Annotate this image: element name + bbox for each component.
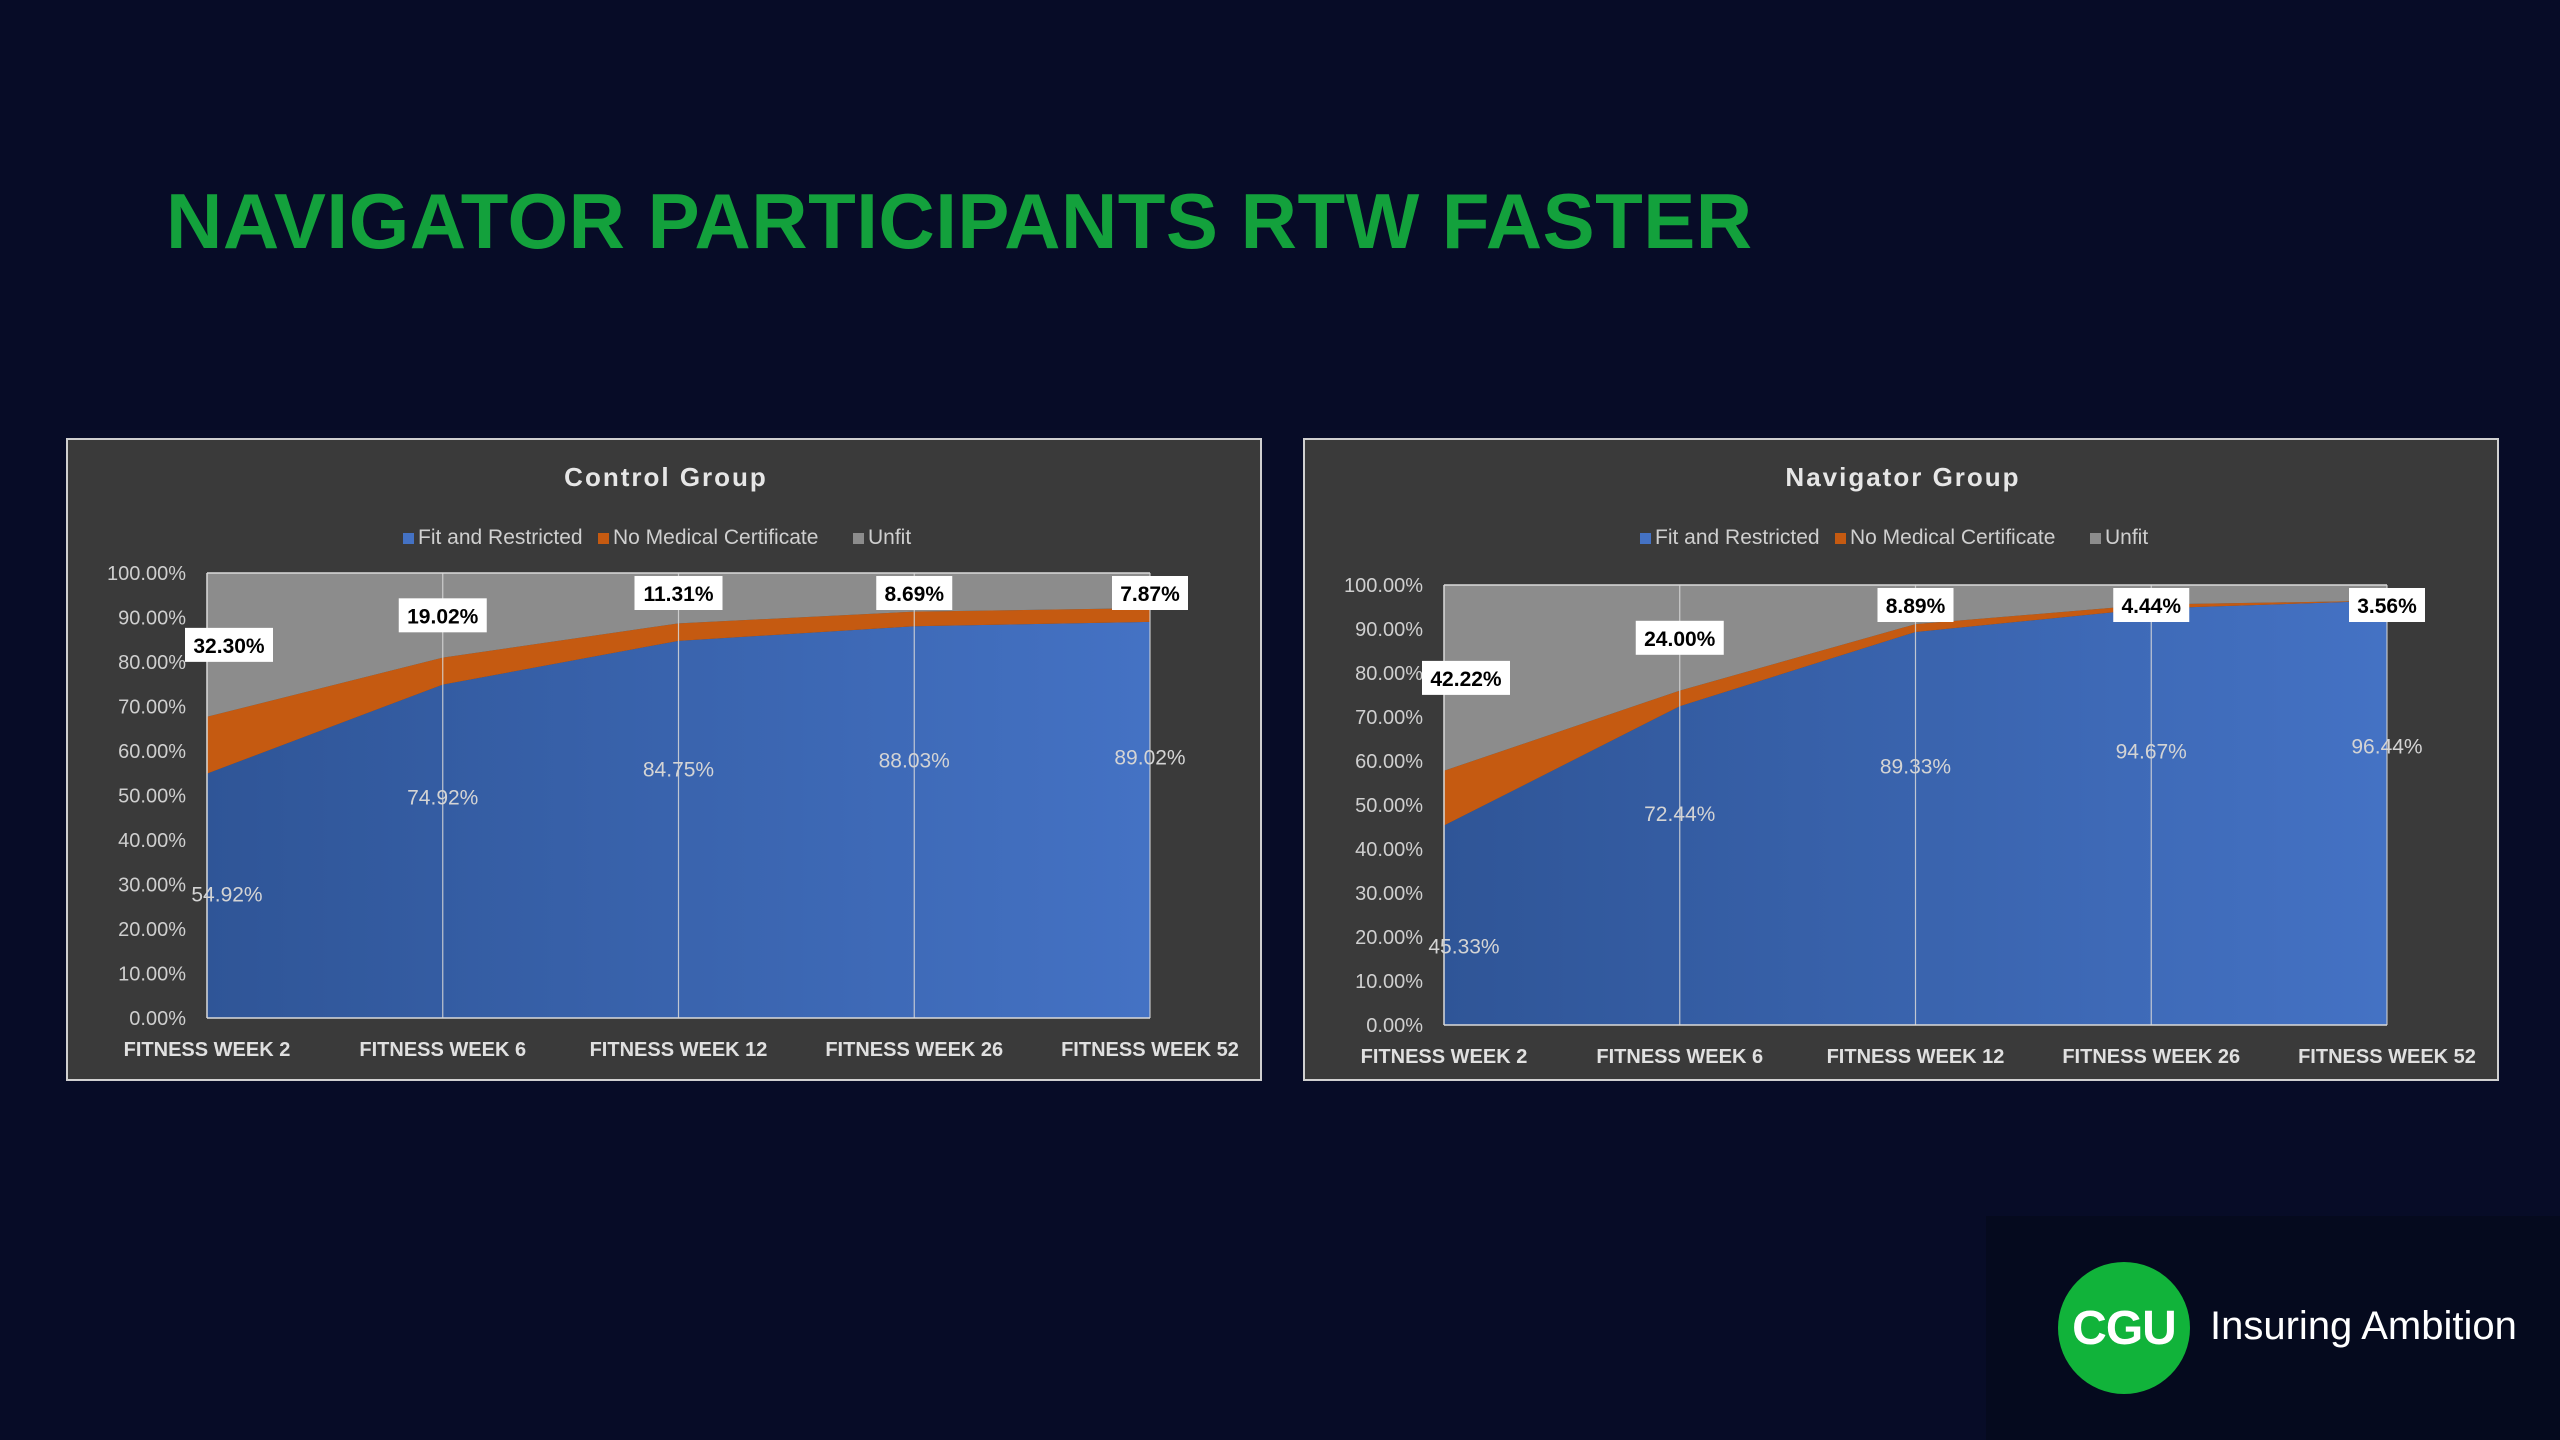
unfit-data-label: 11.31% [643,583,713,606]
y-tick-label: 10.00% [1355,971,1423,993]
x-category-label: FITNESS WEEK 2 [124,1039,291,1061]
unfit-data-label: 3.56% [2357,595,2417,618]
legend-swatch-1 [1640,533,1651,544]
fit-data-label: 84.75% [643,759,714,782]
y-tick-label: 40.00% [118,830,186,852]
navigator-group-chart: Navigator Group Fit and Restricted No Medi… [1303,438,2499,1081]
chart-title: Control Group [564,462,768,492]
y-tick-label: 30.00% [1355,883,1423,905]
fit-data-label: 89.33% [1880,755,1951,778]
brand-tagline: Insuring Ambition [2210,1304,2517,1348]
fit-data-label: 96.44% [2351,735,2422,758]
y-tick-label: 40.00% [1355,839,1423,861]
unfit-data-label: 42.22% [1430,668,1502,691]
y-tick-label: 70.00% [1355,707,1423,729]
legend-entry-2: No Medical Certificate [613,526,818,549]
y-tick-label: 80.00% [1355,663,1423,685]
unfit-data-label: 24.00% [1644,628,1716,651]
x-category-label: FITNESS WEEK 12 [1827,1046,2005,1068]
unfit-data-label: 32.30% [193,635,265,658]
legend-swatch-3 [2090,533,2101,544]
x-category-label: FITNESS WEEK 52 [1061,1039,1239,1061]
y-tick-label: 70.00% [118,697,186,719]
legend-swatch-2 [598,533,609,544]
unfit-label-box [2113,588,2190,622]
unfit-label-box [1877,588,1954,622]
unfit-data-label: 8.69% [884,583,944,606]
unfit-label-box [1112,576,1188,610]
y-tick-label: 30.00% [118,875,186,897]
brand-footer: CGU Insuring Ambition [1986,1216,2560,1440]
legend-swatch-2 [1835,533,1846,544]
y-tick-label: 20.00% [118,919,186,941]
y-tick-label: 60.00% [118,741,186,763]
x-category-label: FITNESS WEEK 52 [2298,1046,2476,1068]
legend-entry-1: Fit and Restricted [418,526,583,549]
x-category-label: FITNESS WEEK 26 [2062,1046,2240,1068]
fit-data-label: 88.03% [879,749,950,772]
legend-entry-1: Fit and Restricted [1655,526,1820,549]
x-category-label: FITNESS WEEK 12 [590,1039,768,1061]
x-category-label: FITNESS WEEK 2 [1361,1046,1528,1068]
cgu-logo: CGU [2058,1262,2190,1394]
control-group-chart-svg: Control Group Fit and Restricted No Medica… [107,462,1239,1061]
fit-data-label: 54.92% [191,884,262,907]
y-tick-label: 50.00% [118,786,186,808]
y-tick-label: 0.00% [129,1008,186,1030]
y-tick-label: 80.00% [118,652,186,674]
unfit-data-label: 19.02% [407,605,479,628]
y-tick-label: 100.00% [107,563,186,585]
unfit-label-box [1422,660,1510,695]
y-tick-label: 60.00% [1355,751,1423,773]
unfit-label-box [185,627,273,662]
fit-data-label: 45.33% [1428,936,1499,959]
legend-swatch-1 [403,533,414,544]
y-tick-label: 100.00% [1344,575,1423,597]
y-tick-label: 0.00% [1366,1015,1423,1037]
legend-entry-3: Unfit [2105,526,2148,549]
area-no-medical-certificate [1444,600,2387,826]
legend-entry-2: No Medical Certificate [1850,526,2055,549]
unfit-label-box [398,598,487,633]
cgu-logo-text: CGU [2072,1301,2177,1355]
fit-data-label: 72.44% [1644,803,1715,826]
x-category-label: FITNESS WEEK 6 [359,1039,526,1061]
y-tick-label: 20.00% [1355,927,1423,949]
chart-title: Navigator Group [1785,462,2020,492]
unfit-data-label: 7.87% [1120,583,1180,606]
y-tick-label: 90.00% [118,608,186,630]
unfit-label-box [876,576,953,610]
control-group-chart: Control Group Fit and Restricted No Medica… [66,438,1262,1081]
fit-data-label: 89.02% [1114,746,1185,769]
y-tick-label: 90.00% [1355,619,1423,641]
legend-swatch-3 [853,533,864,544]
x-category-label: FITNESS WEEK 26 [825,1039,1003,1061]
fit-data-label: 94.67% [2116,740,2187,763]
y-tick-label: 10.00% [118,964,186,986]
y-tick-label: 50.00% [1355,795,1423,817]
area-no-medical-certificate [207,608,1150,774]
slide-title: NAVIGATOR PARTICIPANTS RTW FASTER [166,177,1753,265]
unfit-data-label: 8.89% [1886,595,1946,618]
unfit-label-box [634,576,723,610]
unfit-label-box [2349,588,2425,622]
unfit-data-label: 4.44% [2121,595,2181,618]
fit-data-label: 74.92% [407,787,478,810]
navigator-group-chart-svg: Navigator Group Fit and Restricted No Medi… [1344,462,2476,1068]
unfit-label-box [1635,620,1724,655]
legend-entry-3: Unfit [868,526,911,549]
x-category-label: FITNESS WEEK 6 [1596,1046,1763,1068]
